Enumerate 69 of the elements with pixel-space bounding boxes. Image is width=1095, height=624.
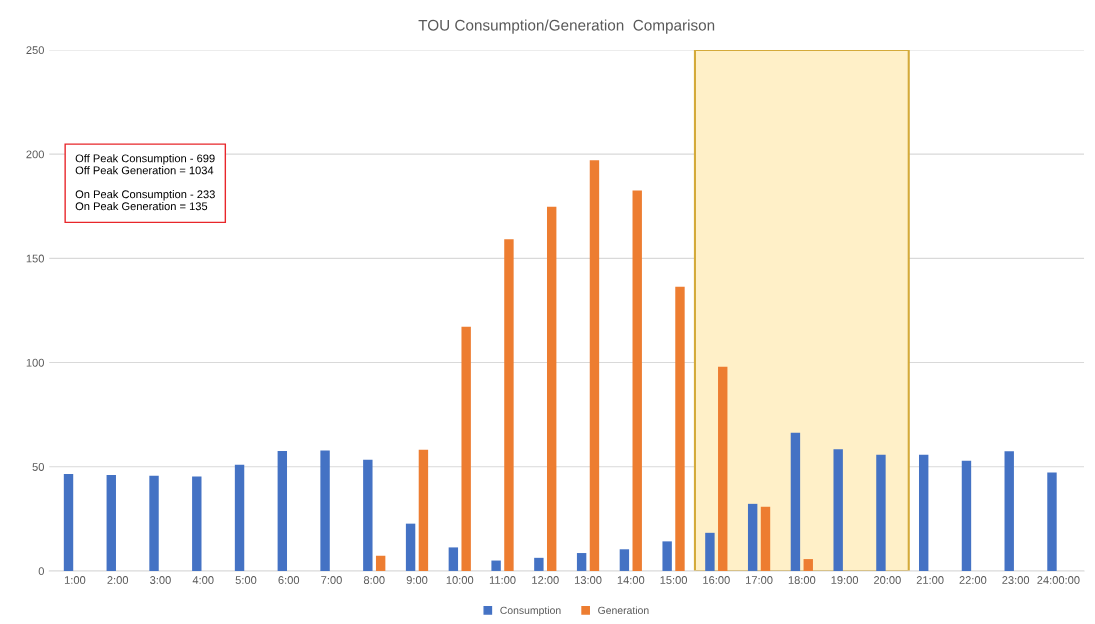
bar	[491, 560, 501, 571]
x-tick-label: 8:00	[363, 576, 385, 584]
bar	[546, 206, 557, 571]
x-tick-label: 12:00	[532, 576, 559, 584]
y-tick-label: 0	[38, 567, 44, 576]
x-tick-label: 10:00	[446, 576, 474, 584]
x-tick-label: 18:00	[788, 576, 816, 584]
bar	[619, 549, 630, 571]
legend-label: Generation	[598, 606, 649, 615]
x-tick-label: 20:00	[874, 576, 901, 584]
bar	[63, 474, 74, 571]
bar	[589, 160, 600, 571]
x-tick-label: 19:00	[831, 576, 859, 584]
bar	[803, 559, 813, 571]
bar	[718, 366, 728, 571]
x-tick-label: 14:00	[617, 576, 645, 584]
x-tick-label: 4:00	[192, 576, 214, 584]
bar	[405, 523, 416, 571]
x-tick-label: 22:00	[959, 576, 987, 584]
bar	[919, 454, 929, 571]
bar	[961, 460, 972, 571]
bar	[790, 432, 801, 571]
bar	[320, 450, 330, 571]
bar	[149, 475, 159, 571]
bar	[106, 475, 116, 571]
x-tick-label: 3:00	[150, 576, 171, 584]
x-tick-label: 7:00	[321, 576, 342, 584]
x-tick-label: 2:00	[107, 576, 129, 584]
x-tick-label: 17:00	[746, 576, 773, 584]
x-tick-label: 11:00	[489, 576, 516, 584]
bar	[1047, 472, 1057, 571]
x-tick-label: 1:00	[64, 576, 86, 584]
bar	[632, 190, 642, 571]
chart-title: TOU Consumption/Generation Comparison	[418, 19, 715, 34]
x-tick-label: 9:00	[406, 576, 428, 584]
x-tick-label: 21:00	[916, 576, 944, 584]
x-tick-label: 16:00	[703, 576, 730, 584]
bar	[833, 449, 843, 571]
bar	[375, 555, 386, 571]
bar	[705, 532, 715, 571]
y-tick-label: 50	[32, 463, 44, 471]
bar	[363, 459, 373, 571]
y-tick-label: 250	[26, 46, 44, 55]
x-tick-label: 13:00	[574, 576, 602, 584]
y-tick-label: 200	[26, 150, 44, 159]
bar	[461, 326, 471, 571]
bar	[234, 464, 245, 571]
x-tick-label: 24:00:00	[1037, 576, 1080, 584]
x-tick-label: 6:00	[278, 576, 300, 584]
legend-label: Consumption	[500, 606, 561, 617]
bar	[448, 547, 459, 571]
bar	[662, 541, 672, 571]
x-tick-label: 23:00	[1002, 576, 1030, 584]
x-tick-label: 15:00	[660, 576, 688, 584]
bar	[576, 553, 587, 571]
y-tick-label: 150	[26, 254, 44, 263]
bar	[747, 503, 758, 571]
bar	[504, 239, 514, 571]
y-tick-label: 100	[26, 358, 44, 367]
bar	[418, 449, 429, 571]
bar	[192, 476, 202, 571]
text: Off Peak Consumption - 699 Off Peak Generation = 1034 On Peak Consumption - 233 On Peak Generation = 135	[75, 154, 215, 211]
bar	[675, 286, 685, 571]
bar	[876, 454, 886, 571]
bar	[534, 557, 544, 571]
bar	[277, 451, 288, 571]
bar	[760, 506, 771, 571]
x-tick-label: 5:00	[235, 576, 257, 584]
bar	[1004, 451, 1014, 571]
